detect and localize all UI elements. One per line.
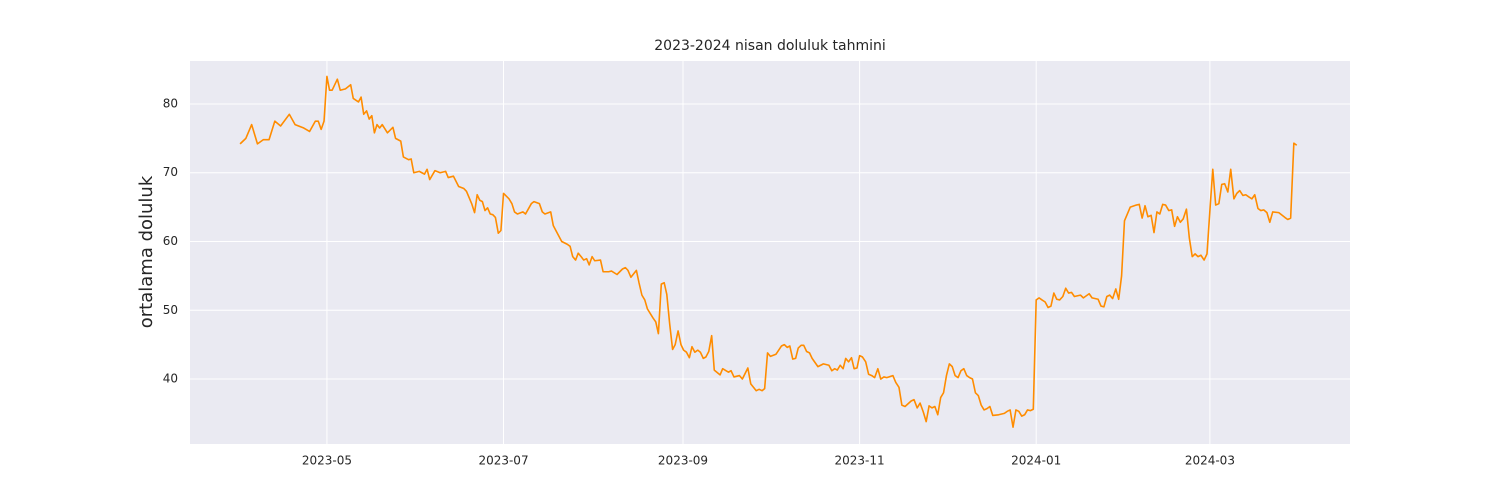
x-tick-label: 2024-03 [1185,454,1235,468]
x-tick-label: 2023-09 [658,454,708,468]
x-tick-label: 2023-07 [478,454,528,468]
y-axis-label: ortalama doluluk [136,175,157,328]
y-tick-label: 60 [163,234,178,248]
y-tick-label: 80 [163,96,178,110]
data-line [239,75,1298,428]
x-tick-label: 2023-05 [302,454,352,468]
x-tick-label: 2024-01 [1011,454,1061,468]
y-tick-label: 70 [163,165,178,179]
x-tick-label: 2023-11 [835,454,885,468]
y-tick-label: 40 [163,372,178,386]
chart-title: 2023-2024 nisan doluluk tahmini [654,38,886,54]
y-tick-label: 50 [163,303,178,317]
plot-area [190,61,1350,444]
